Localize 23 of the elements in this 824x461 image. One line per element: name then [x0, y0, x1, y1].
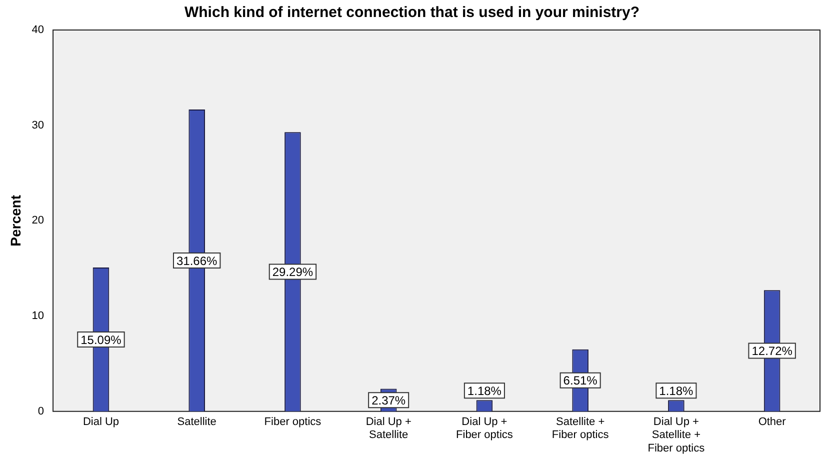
data-label: 2.37%: [372, 393, 406, 408]
data-label: 15.09%: [80, 332, 122, 347]
x-tick-label: Dial Up + Fiber optics: [456, 416, 514, 442]
data-label: 29.29%: [272, 265, 314, 280]
x-tick-label: Fiber optics: [264, 416, 322, 428]
data-label: 1.18%: [659, 384, 694, 398]
y-tick-label: 10: [32, 310, 44, 322]
y-axis-title: Percent: [7, 194, 24, 246]
x-tick-label: Dial Up: [82, 416, 120, 428]
chart-title: Which kind of internet connection that is used in your ministry?: [184, 4, 640, 22]
y-tick-label: 20: [32, 214, 44, 227]
data-label: 1.18%: [467, 384, 502, 398]
x-tick-label: Dial Up + Satellite: [366, 416, 412, 442]
x-tick-label: Other: [758, 416, 786, 428]
y-tick-label: 30: [32, 119, 44, 132]
y-tick-label: 40: [32, 24, 44, 36]
x-tick-label: Dial Up + Satellite + Fiber optics: [648, 416, 706, 454]
x-tick-label: Satellite: [177, 416, 216, 428]
data-label: 31.66%: [176, 254, 218, 268]
data-label: 12.72%: [752, 344, 793, 358]
x-tick-label: Satellite + Fiber optics: [552, 416, 610, 442]
data-label: 6.51%: [563, 374, 598, 388]
y-tick-label: 0: [38, 405, 44, 418]
